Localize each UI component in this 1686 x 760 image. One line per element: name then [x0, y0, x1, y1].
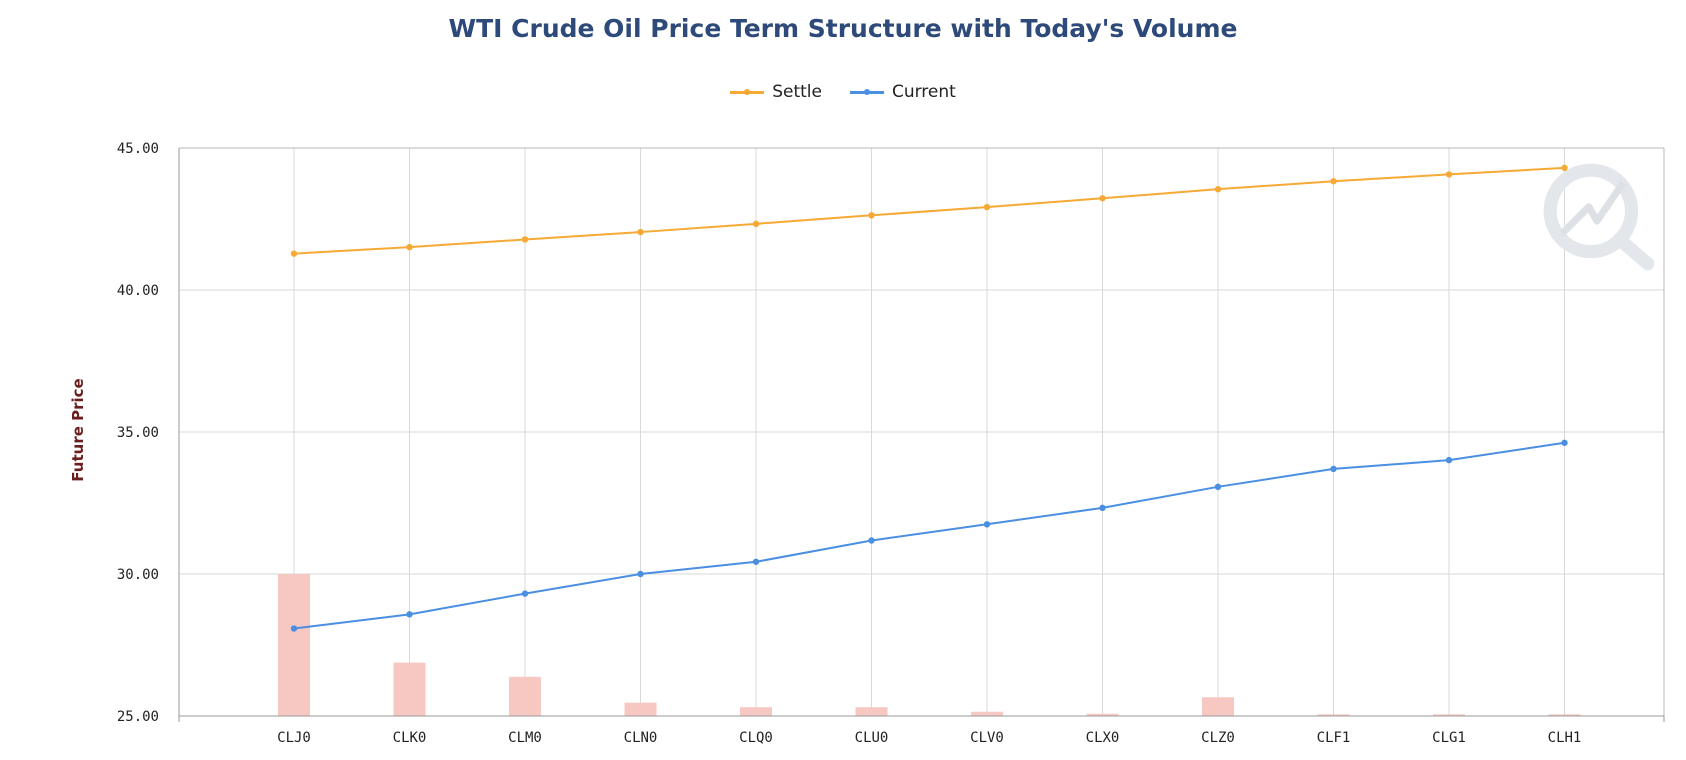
volume-bar [624, 702, 657, 716]
series-point-current [521, 590, 529, 597]
series-point-settle [752, 220, 760, 228]
series-point-current [1445, 456, 1453, 464]
series-point-current [868, 537, 875, 544]
series-point-settle [1099, 195, 1106, 202]
x-tick-label: CLU0 [855, 730, 889, 746]
x-tick-label: CLK0 [393, 730, 427, 746]
series-point-current [1214, 483, 1222, 491]
series-point-current [406, 611, 413, 618]
series-point-settle [868, 212, 875, 219]
series-point-settle [1214, 185, 1222, 193]
series-point-settle [983, 203, 991, 211]
legend-swatch-current [849, 88, 884, 95]
x-tick-label: CLG1 [1432, 730, 1466, 746]
volume-bar [1202, 697, 1234, 716]
y-tick-label: 45.00 [117, 141, 159, 157]
volume-bar [1433, 714, 1465, 716]
volume-bar [1317, 714, 1350, 716]
volume-bar [1548, 714, 1581, 716]
x-tick-label: CLX0 [1086, 730, 1120, 746]
volume-bar [855, 707, 888, 716]
series-point-current [752, 558, 760, 565]
volume-bar [509, 676, 541, 716]
x-tick-label: CLJ0 [277, 730, 311, 746]
x-tick-label: CLM0 [508, 730, 542, 746]
series-point-current [1099, 504, 1106, 512]
y-tick-label: 30.00 [117, 567, 159, 583]
series-point-current [290, 625, 298, 632]
watermark-logo-icon [1543, 163, 1655, 271]
volume-bar [971, 711, 1003, 716]
x-tick-label: CLF1 [1317, 730, 1351, 746]
series-line-settle [293, 166, 1565, 255]
y-tick-label: 25.00 [117, 709, 159, 725]
legend-item-current[interactable]: Current [849, 82, 956, 102]
legend-label-current: Current [891, 82, 956, 102]
chart-title: WTI Crude Oil Price Term Structure with … [448, 14, 1238, 43]
series-point-settle [1445, 171, 1453, 178]
legend-item-settle[interactable]: Settle [730, 82, 822, 102]
volume-bar [740, 707, 772, 716]
series-point-settle [1561, 164, 1568, 172]
series-point-current [983, 521, 991, 528]
x-tick-label: CLN0 [624, 730, 658, 746]
series-point-current [1561, 439, 1568, 446]
series-point-settle [290, 250, 298, 257]
series-point-settle [406, 243, 413, 251]
y-tick-label: 35.00 [117, 425, 159, 441]
volume-bar [278, 574, 310, 716]
volume-bar [1086, 713, 1119, 716]
series-point-settle [637, 228, 644, 236]
series-point-settle [521, 236, 529, 243]
y-tick-label: 40.00 [117, 283, 159, 299]
series-point-current [637, 570, 644, 578]
legend-swatch-settle [730, 88, 765, 95]
series-point-settle [1330, 178, 1337, 185]
chart-legend: Settle Current [0, 82, 1686, 102]
volume-bar [393, 662, 426, 716]
legend-label-settle: Settle [772, 82, 822, 102]
series-line-current [293, 441, 1565, 630]
series-point-current [1330, 465, 1337, 473]
x-tick-label: CLZ0 [1201, 730, 1235, 746]
x-tick-label: CLV0 [970, 730, 1004, 746]
x-tick-label: CLH1 [1548, 730, 1582, 746]
x-tick-label: CLQ0 [739, 730, 773, 746]
